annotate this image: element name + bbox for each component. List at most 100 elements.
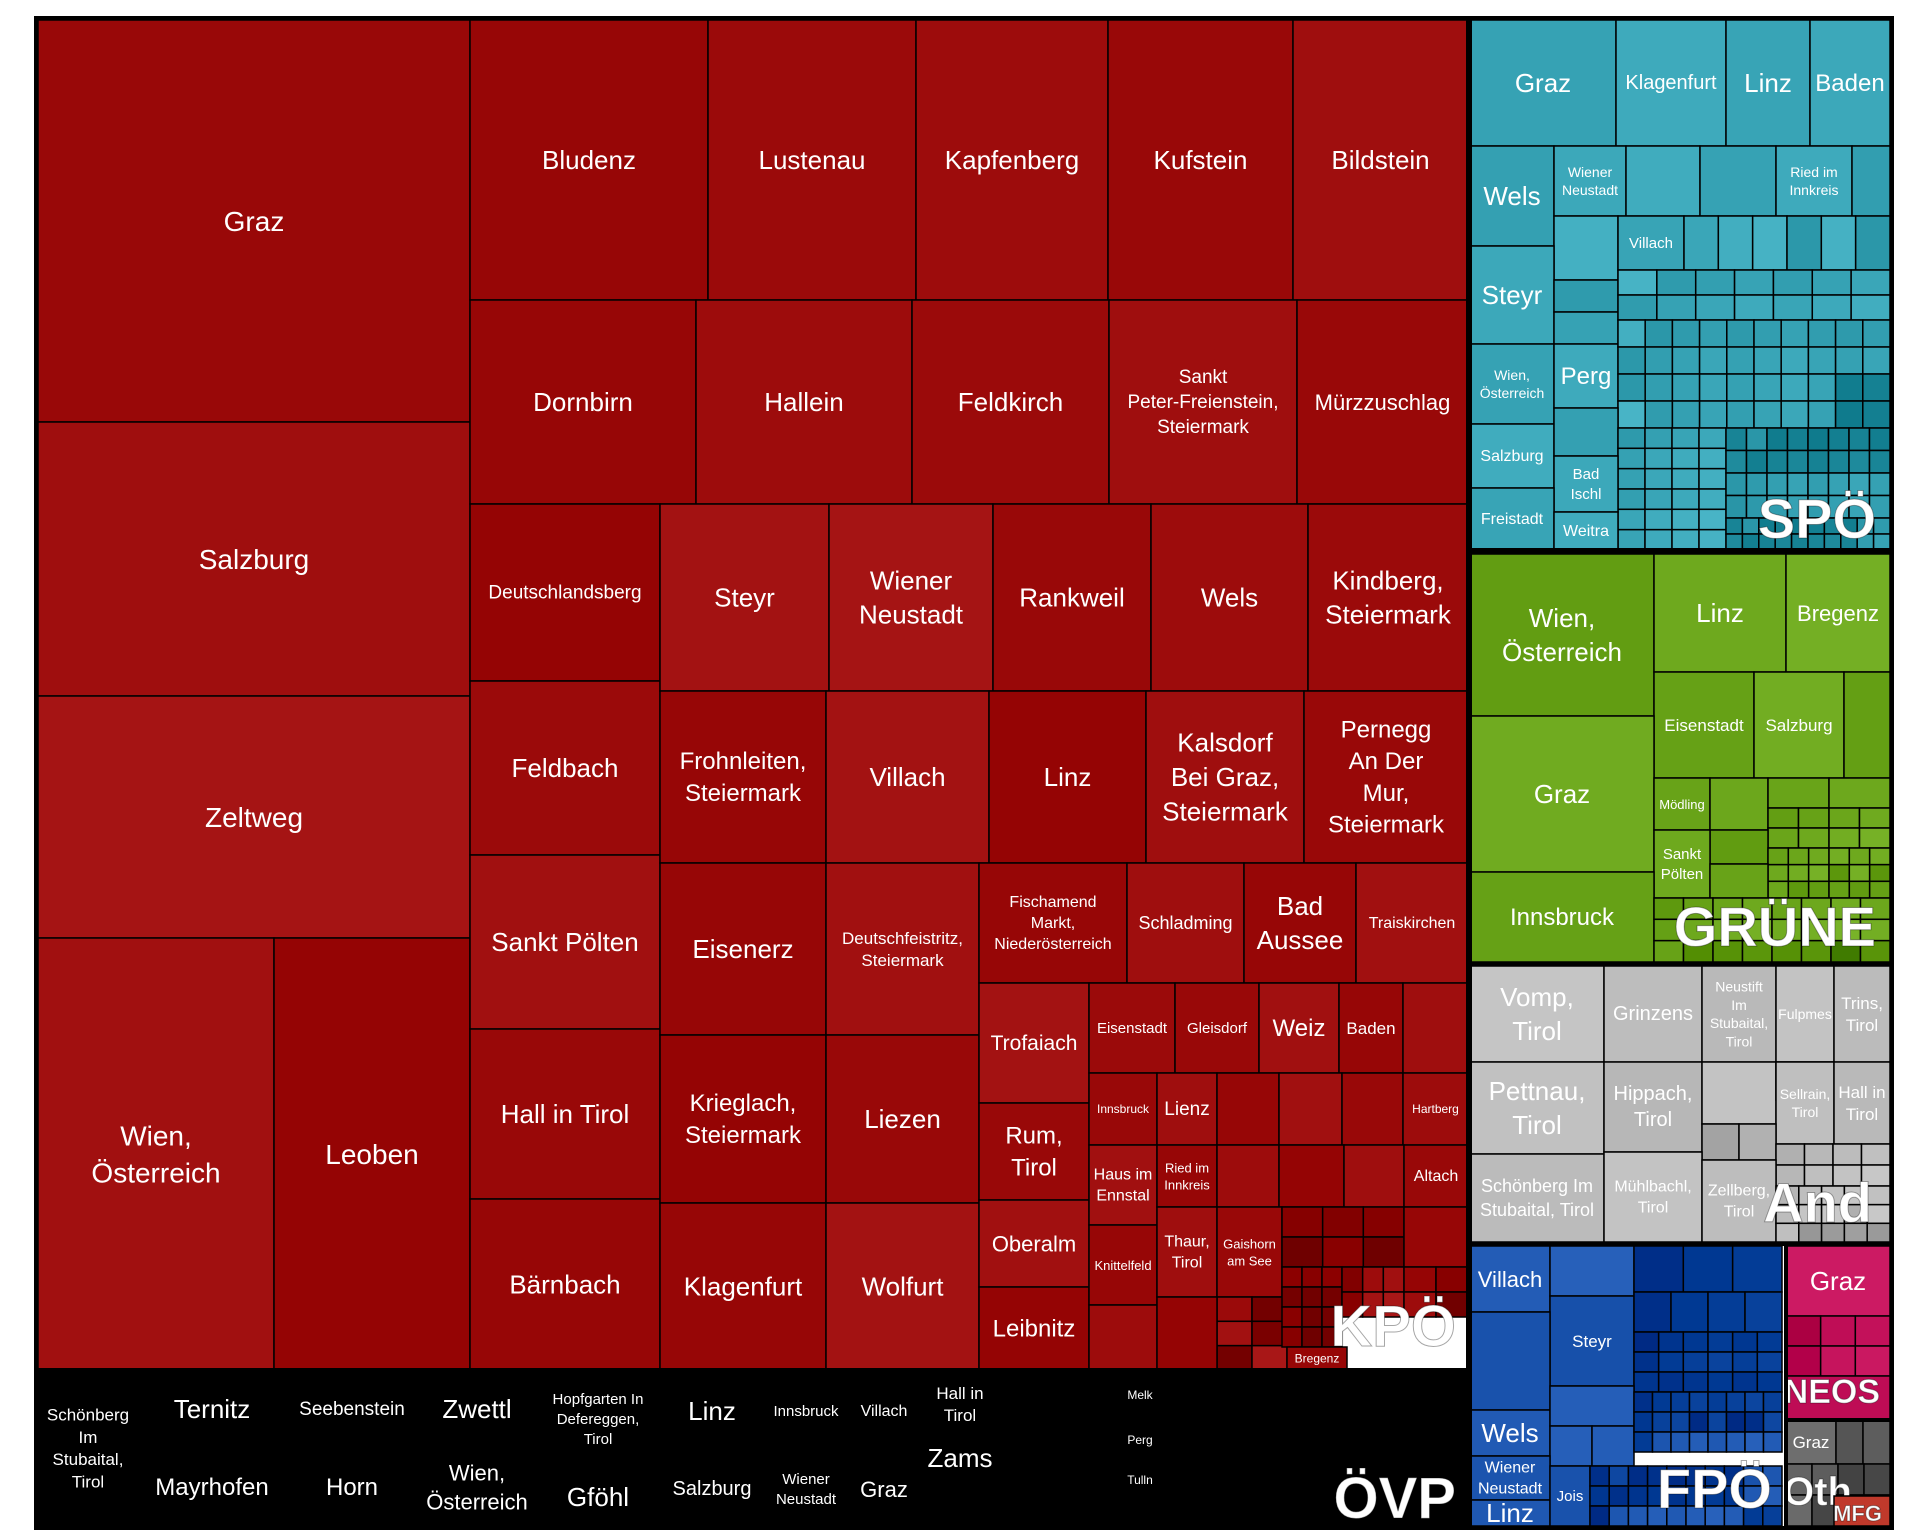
cell-spö-steyr xyxy=(1469,245,1555,345)
cell-and-minor xyxy=(1738,1123,1777,1161)
cell-neos-minor xyxy=(1854,1345,1891,1377)
cell-label-fpö-villach: Villach xyxy=(1478,1267,1542,1292)
cell-fpö-minor xyxy=(1707,1431,1728,1453)
cell-fpö-minor xyxy=(1707,1331,1734,1353)
cell-label-grüne-graz: Graz xyxy=(1534,779,1590,809)
cell-övp-gföhl xyxy=(535,1467,661,1527)
cell-kpö-salzburg xyxy=(37,421,471,697)
cell-neos-minor xyxy=(1785,1375,1891,1421)
cell-label-kpö-deutschfeistritz-steiermark: Deutschfeistritz, Steiermark xyxy=(842,928,963,969)
cell-label-kpö-deutschlandsberg: Deutschlandsberg xyxy=(488,582,641,603)
cell-label-kpö-leoben: Leoben xyxy=(325,1139,418,1170)
cell-kpö-feldkirch xyxy=(911,299,1110,505)
cell-spö-minor xyxy=(1617,346,1646,375)
cell-fpö-minor xyxy=(1670,1411,1691,1433)
cell-kpö-leibnitz xyxy=(978,1286,1090,1371)
cell-label-övp-gföhl: Gföhl xyxy=(567,1482,629,1512)
cell-övp-zams xyxy=(919,1437,1001,1479)
cell-spö-minor xyxy=(1698,508,1727,531)
cell-label-övp-villach: Villach xyxy=(861,1403,908,1420)
cell-spö-minor xyxy=(1671,488,1700,511)
cell-spö-minor xyxy=(1811,269,1852,296)
cell-and-minor xyxy=(1860,1143,1891,1166)
cell-kpö-hartberg xyxy=(1402,1072,1469,1146)
cell-spö-minor xyxy=(1698,467,1727,490)
cell-fpö-minor xyxy=(1627,1485,1649,1507)
cell-label-spö-freistadt: Freistadt xyxy=(1481,511,1544,528)
cell-label-spö-perg: Perg xyxy=(1561,363,1612,390)
cell-label-kpö-klagenfurt: Klagenfurt xyxy=(684,1272,803,1302)
cell-kpö-krieglach-steiermark xyxy=(659,1034,827,1204)
cell-spö-minor xyxy=(1644,319,1674,348)
cell-fpö-minor xyxy=(1633,1411,1654,1433)
cell-label-fpö-linz: Linz xyxy=(1486,1498,1534,1528)
cell-label-kpö-krieglach-steiermark: Krieglach, Steiermark xyxy=(685,1090,802,1149)
cell-label-and-hall-in-tirol: Hall in Tirol xyxy=(1838,1082,1885,1123)
cell-and-fulpmes xyxy=(1775,965,1835,1063)
group-label-övp: ÖVP xyxy=(1334,1466,1457,1531)
cell-neos-minor xyxy=(1819,1345,1857,1377)
cell-grüne-minor xyxy=(1828,777,1891,809)
cell-grüne-minor xyxy=(1767,827,1800,849)
cell-fpö-minor xyxy=(1633,1291,1672,1333)
cell-label-oth-graz: Graz xyxy=(1793,1433,1830,1452)
cell-label-grüne-sankt-pölten: Sankt Pölten xyxy=(1661,846,1704,883)
cell-kpö-oberalm xyxy=(978,1199,1090,1288)
cell-spö-minor xyxy=(1753,346,1782,375)
cell-kpö-minor xyxy=(1216,1296,1253,1323)
cell-kpö-gaishorn-am-see xyxy=(1216,1206,1283,1298)
cell-label-kpö-graz: Graz xyxy=(224,206,285,237)
cell-spö-minor xyxy=(1807,373,1837,402)
cell-spö-minor xyxy=(1766,449,1789,474)
cell-label-kpö-schladming: Schladming xyxy=(1138,913,1232,933)
cell-övp-villach xyxy=(847,1369,921,1453)
cell-kpö-minor xyxy=(1403,1206,1469,1268)
cell-and-schönberg-im-stubaital-tirol xyxy=(1469,1153,1605,1243)
cell-fpö-minor xyxy=(1688,1391,1709,1413)
cell-label-kpö-feldbach: Feldbach xyxy=(512,753,619,783)
cell-kpö-thaur-tirol xyxy=(1156,1206,1218,1298)
cell-spö-wels xyxy=(1469,145,1555,247)
cell-kpö-kalsdorf-bei-graz-steiermark xyxy=(1145,690,1305,864)
cell-label-kpö-altach: Altach xyxy=(1414,1168,1458,1185)
cell-grüne-bregenz xyxy=(1785,553,1891,673)
cell-label-kpö-knittelfeld: Knittelfeld xyxy=(1094,1258,1151,1273)
cell-kpö-minor xyxy=(1341,1072,1404,1146)
cell-label-and-sellrain-tirol: Sellrain, Tirol xyxy=(1780,1086,1831,1120)
cell-label-grüne-mödling: Mödling xyxy=(1659,797,1705,812)
cell-spö-minor xyxy=(1766,427,1789,452)
cell-kpö-minor xyxy=(1281,1266,1303,1288)
cell-spö-minor xyxy=(1698,447,1727,470)
cell-fpö-minor xyxy=(1682,1245,1734,1293)
cell-övp-wiener-neustadt xyxy=(763,1451,849,1527)
cell-spö-minor xyxy=(1671,427,1700,450)
cell-spö-freistadt xyxy=(1469,487,1555,551)
cell-spö-minor xyxy=(1786,449,1809,474)
cell-kpö-hall-in-tirol xyxy=(469,1028,661,1200)
cell-spö-minor xyxy=(1751,215,1788,271)
cell-spö-minor xyxy=(1644,346,1674,375)
cell-spö-minor xyxy=(1644,400,1674,429)
cell-kpö-minor xyxy=(1216,1072,1280,1146)
cell-label-spö-baden: Baden xyxy=(1815,70,1884,97)
cell-label-spö-villach: Villach xyxy=(1629,235,1673,252)
cell-spö-minor xyxy=(1671,467,1700,490)
cell-label-kpö-dornbirn: Dornbirn xyxy=(533,387,633,417)
cell-oth-minor xyxy=(1835,1419,1864,1465)
cell-kpö-minor xyxy=(1301,1326,1323,1348)
cell-spö-minor xyxy=(1671,373,1701,402)
cell-kpö-minor xyxy=(1156,1296,1218,1371)
cell-kpö-minor xyxy=(1216,1320,1253,1347)
cell-grüne-linz xyxy=(1653,553,1787,673)
cell-kpö-innsbruck xyxy=(1088,1072,1158,1146)
cell-label-and-vomp-tirol: Vomp, Tirol xyxy=(1500,982,1574,1046)
cell-fpö-minor xyxy=(1682,1371,1709,1393)
cell-fpö-minor xyxy=(1670,1291,1709,1333)
cell-spö-minor xyxy=(1851,145,1891,217)
cell-oth-minor xyxy=(1863,1463,1891,1496)
cell-spö-minor xyxy=(1834,400,1864,429)
cell-spö-minor xyxy=(1717,215,1754,271)
cell-grüne-minor xyxy=(1858,807,1891,829)
cell-kpö-hallein xyxy=(695,299,913,505)
cell-label-kpö-linz: Linz xyxy=(1044,762,1092,792)
